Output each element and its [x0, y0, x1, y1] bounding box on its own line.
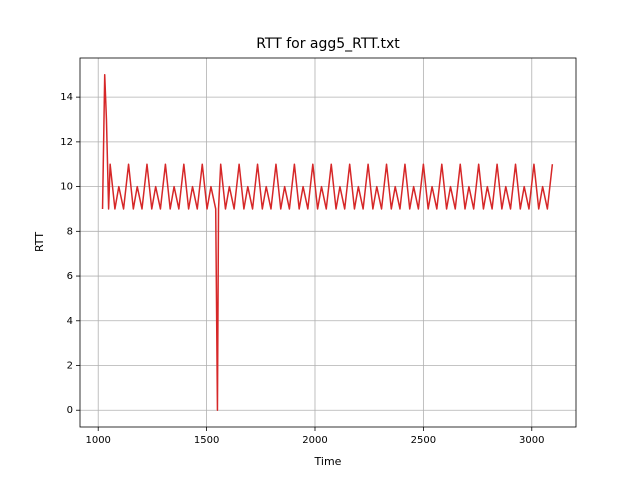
y-tick-label: 0: [67, 405, 73, 416]
y-tick-label: 14: [60, 92, 73, 103]
x-tick-label: 2000: [302, 435, 327, 446]
y-tick-label: 12: [60, 137, 73, 148]
line-series: [101, 74, 554, 411]
y-axis-label: RTT: [33, 232, 46, 252]
x-tick-label: 1000: [85, 435, 110, 446]
x-tick-label: 3000: [519, 435, 544, 446]
y-tick-label: 8: [67, 226, 73, 237]
y-tick-label: 4: [67, 316, 73, 327]
y-tick-label: 6: [67, 271, 73, 282]
chart-title: RTT for agg5_RTT.txt: [256, 36, 400, 52]
plot-frame: [79, 57, 577, 428]
y-tick-label: 2: [67, 361, 73, 372]
x-axis-label: Time: [314, 455, 342, 468]
x-tick-label: 2500: [411, 435, 436, 446]
x-tick-label: 1500: [194, 435, 219, 446]
y-tick-label: 10: [60, 182, 73, 193]
